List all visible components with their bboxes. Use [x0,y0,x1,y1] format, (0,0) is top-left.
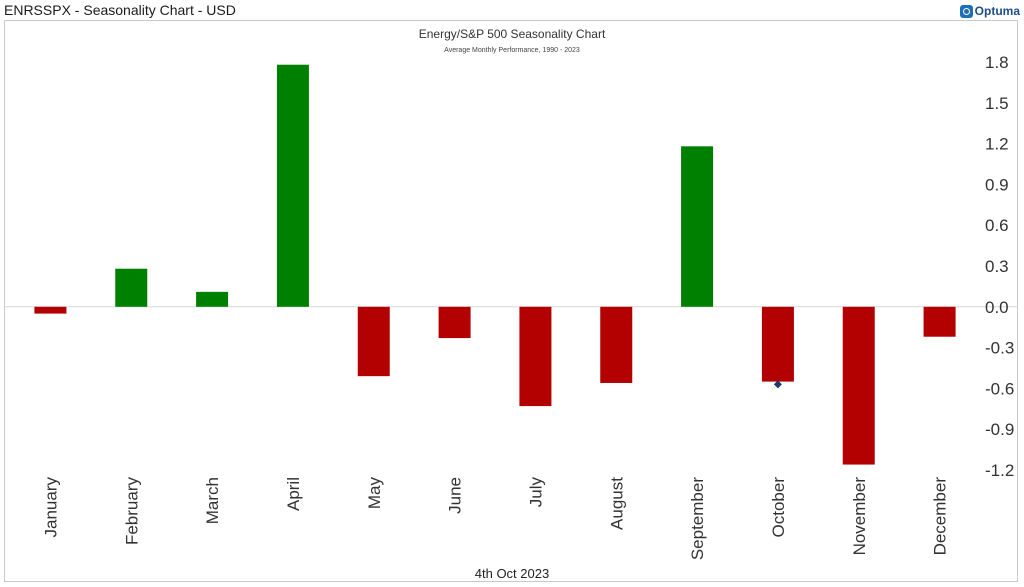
bar-may [357,306,390,377]
x-tick-label: February [122,477,141,546]
bar-october [761,306,794,382]
x-tick-label: November [850,477,869,556]
bar-november [842,306,875,465]
x-tick-label: May [365,477,384,510]
x-tick-label: December [931,477,950,556]
current-month-marker [773,380,782,389]
chart-title: Energy/S&P 500 Seasonality Chart [419,27,606,41]
y-tick-label: -1.2 [985,461,1014,480]
logo-text: Optuma [974,4,1020,18]
y-tick-label: 1.2 [985,135,1009,154]
y-tick-label: -0.3 [985,339,1014,358]
bar-august [600,306,633,383]
y-tick-label: -0.6 [985,379,1014,398]
x-tick-label: October [769,477,788,538]
x-tick-label: June [446,477,465,514]
y-tick-label: 0.0 [985,298,1009,317]
y-tick-label: 0.9 [985,175,1009,194]
y-axis: 1.8 1.5 1.2 0.9 0.6 0.3 0.0 -0.3 -0.6 -0.9 -1.2 [985,53,1014,480]
chart-frame [4,20,1018,582]
x-axis: January February March April May June July Augu… [41,477,949,561]
marker-layer [773,380,782,389]
window-title: ENRSSPX - Seasonality Chart - USD [4,2,236,18]
x-tick-label: April [284,477,303,511]
bar-june [438,306,471,339]
bar-july [519,306,552,407]
y-tick-label: 1.5 [985,94,1009,113]
bar-april [276,64,309,307]
bar-february [115,268,148,307]
chart-subtitle: Average Monthly Performance, 1990 - 2023 [444,47,580,54]
bar-january [34,306,67,314]
y-tick-label: -0.9 [985,420,1014,439]
y-tick-label: 0.6 [985,216,1009,235]
optuma-logo: Optuma [959,3,1020,19]
bars-group [34,64,956,465]
x-tick-label: January [41,477,60,538]
x-tick-label: March [203,477,222,524]
x-tick-label: September [688,477,707,560]
y-tick-label: 1.8 [985,53,1009,72]
chart-date: 4th Oct 2023 [474,566,550,581]
optuma-logo-icon [959,4,973,18]
bar-september [681,146,714,307]
x-tick-label: July [526,477,545,508]
bar-march [196,291,229,307]
x-tick-label: August [607,477,626,530]
bar-december [923,306,956,337]
y-tick-label: 0.3 [985,257,1009,276]
